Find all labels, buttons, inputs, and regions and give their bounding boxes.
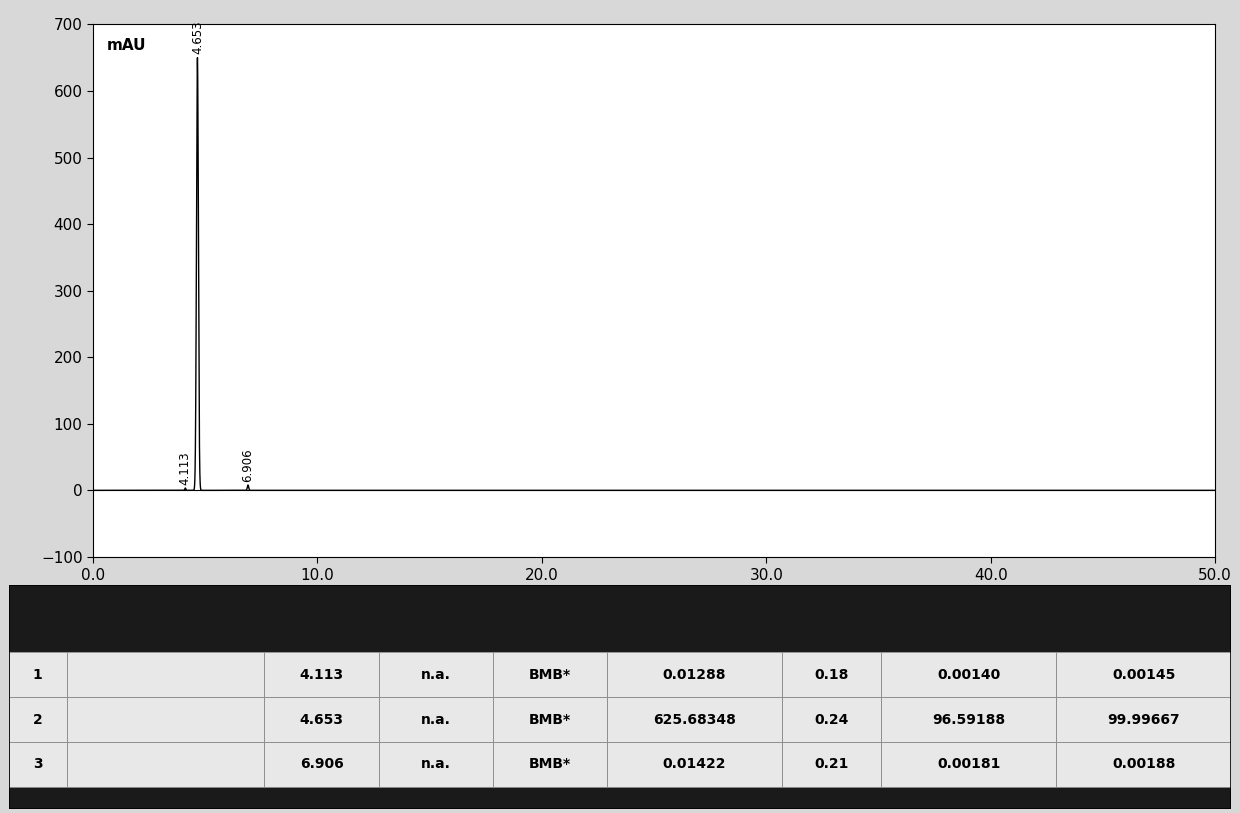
Bar [782, 741, 882, 787]
Bar [1056, 652, 1231, 697]
Bar [67, 697, 264, 741]
Text: 4.113: 4.113 [300, 667, 343, 682]
Text: 0.18: 0.18 [815, 667, 849, 682]
Text: mAU: mAU [107, 37, 146, 53]
Bar [67, 741, 264, 787]
Text: 1: 1 [32, 667, 42, 682]
Text: 96.59188: 96.59188 [932, 712, 1006, 727]
Bar [264, 697, 378, 741]
Text: 0.01288: 0.01288 [663, 667, 727, 682]
Text: 99.99667: 99.99667 [1107, 712, 1180, 727]
Bar [608, 652, 782, 697]
Text: 6.906: 6.906 [300, 757, 343, 772]
Bar [9, 652, 67, 697]
Bar [882, 697, 1056, 741]
Bar [782, 652, 882, 697]
Text: BMB*: BMB* [529, 667, 572, 682]
Text: 0.00140: 0.00140 [937, 667, 1001, 682]
Text: 4.653: 4.653 [300, 712, 343, 727]
Text: 6.906: 6.906 [242, 448, 254, 481]
Bar [492, 652, 608, 697]
Text: 3: 3 [32, 757, 42, 772]
Bar [378, 697, 492, 741]
Bar [882, 741, 1056, 787]
Bar [1056, 741, 1231, 787]
Text: n.a.: n.a. [420, 757, 450, 772]
Text: BMB*: BMB* [529, 757, 572, 772]
Text: 4.653: 4.653 [191, 21, 203, 54]
Bar [1056, 697, 1231, 741]
Bar [67, 652, 264, 697]
Text: n.a.: n.a. [420, 712, 450, 727]
Text: n.a.: n.a. [420, 667, 450, 682]
Text: 2: 2 [32, 712, 42, 727]
Text: 0.24: 0.24 [815, 712, 849, 727]
Text: 625.68348: 625.68348 [653, 712, 737, 727]
Bar [492, 741, 608, 787]
Text: BMB*: BMB* [529, 712, 572, 727]
Text: 0.01422: 0.01422 [663, 757, 727, 772]
Bar [9, 741, 67, 787]
Bar [264, 741, 378, 787]
Bar [378, 741, 492, 787]
Bar [492, 697, 608, 741]
Bar [9, 585, 1231, 652]
Text: 0.00145: 0.00145 [1112, 667, 1176, 682]
Text: min: min [1187, 586, 1215, 601]
Bar [882, 652, 1056, 697]
Text: 0.21: 0.21 [815, 757, 849, 772]
Bar [9, 697, 67, 741]
Bar [264, 652, 378, 697]
Bar [608, 697, 782, 741]
Text: 4.113: 4.113 [179, 451, 192, 485]
Bar [378, 652, 492, 697]
Bar [782, 697, 882, 741]
Text: 0.00188: 0.00188 [1112, 757, 1176, 772]
Text: 0.00181: 0.00181 [937, 757, 1001, 772]
Bar [9, 787, 1231, 809]
Bar [608, 741, 782, 787]
